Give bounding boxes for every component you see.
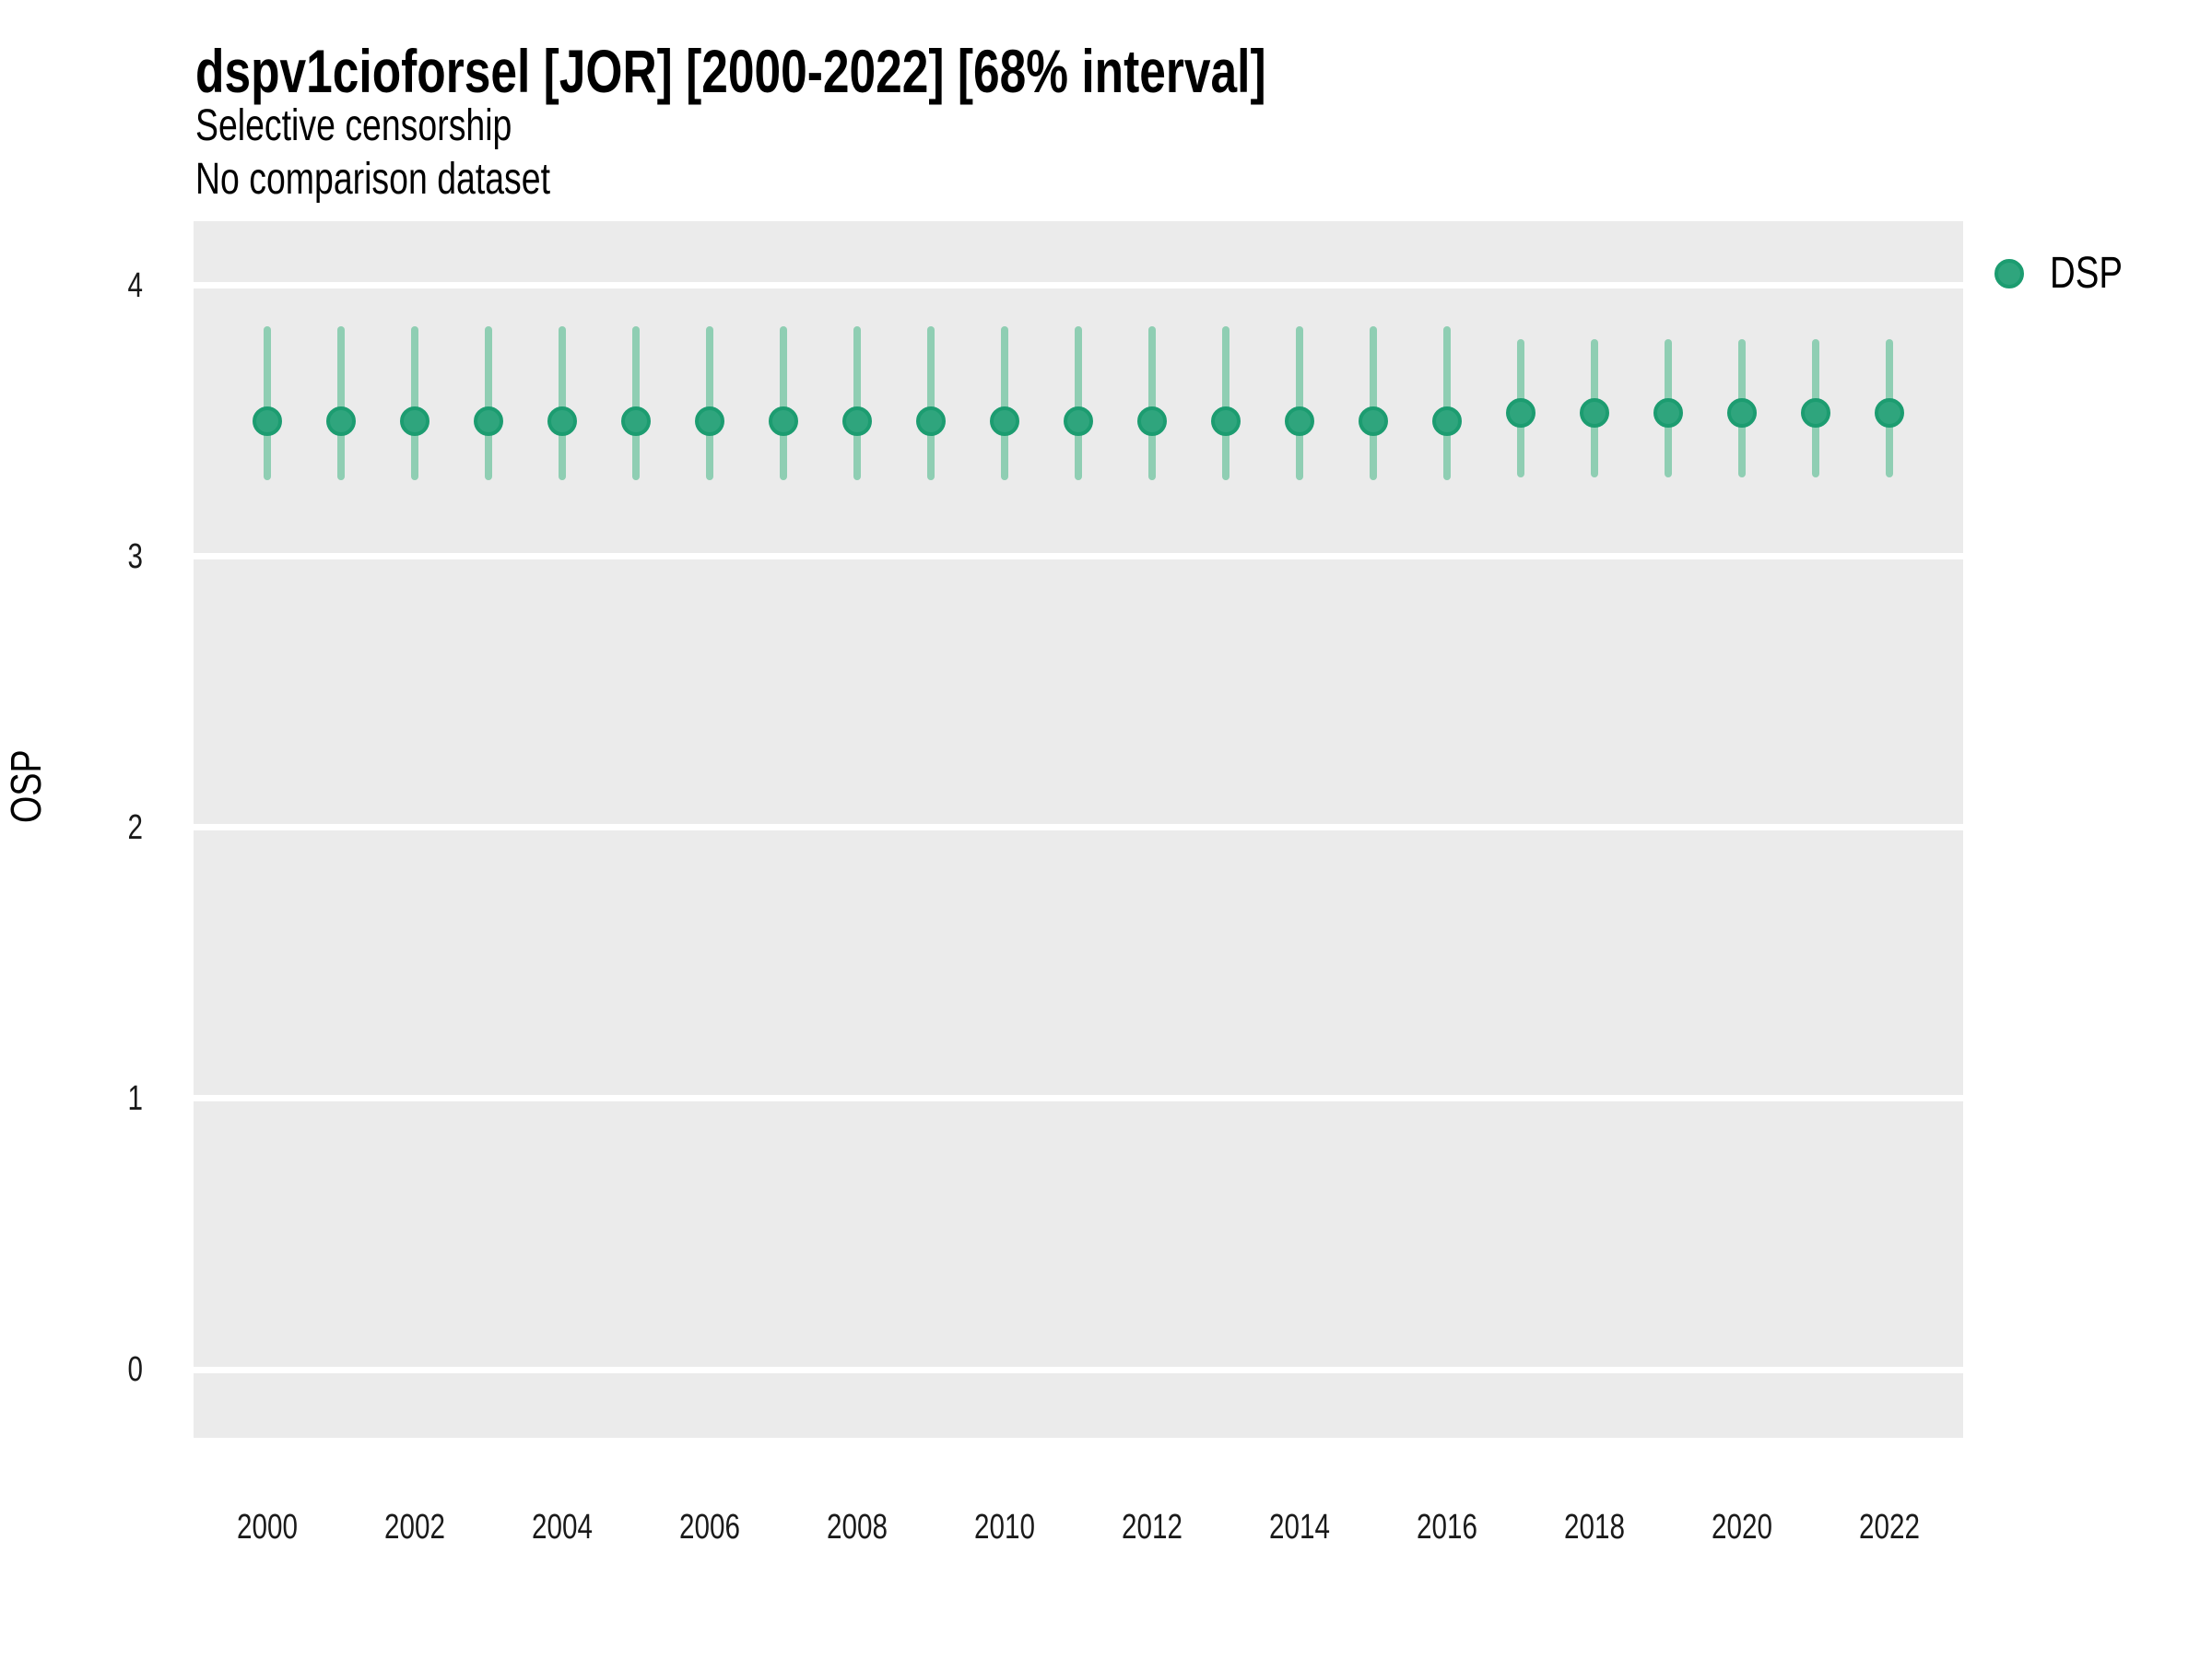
data-point-2022 (1875, 397, 1904, 428)
x-tick-label-2008: 2008 (827, 1508, 888, 1547)
data-point-2015 (1359, 406, 1388, 436)
data-point-2001 (326, 406, 356, 436)
interval-bar-2011 (1075, 325, 1082, 481)
interval-bar-2016 (1443, 325, 1451, 481)
data-point-2012 (1137, 406, 1167, 436)
interval-bar-2013 (1222, 325, 1230, 481)
gridline-y-0 (194, 1366, 1963, 1373)
x-tick-label-2022: 2022 (1859, 1508, 1920, 1547)
data-point-2014 (1285, 406, 1314, 436)
y-tick-label-3: 3 (127, 536, 143, 576)
interval-bar-2002 (411, 325, 418, 481)
chart-subtitle-line1: Selective censorship (195, 101, 512, 150)
interval-bar-2007 (780, 325, 787, 481)
data-point-2003 (474, 406, 503, 436)
x-tick-label-2016: 2016 (1417, 1508, 1477, 1547)
data-point-2002 (400, 406, 429, 436)
y-tick-label-4: 4 (127, 265, 143, 305)
x-tick-label-2010: 2010 (974, 1508, 1035, 1547)
data-point-2004 (547, 406, 577, 436)
x-tick-label-2000: 2000 (237, 1508, 298, 1547)
x-tick-label-2014: 2014 (1269, 1508, 1330, 1547)
data-point-2016 (1432, 406, 1462, 436)
gridline-y-2 (194, 824, 1963, 831)
data-point-2007 (769, 406, 798, 436)
data-point-2020 (1727, 397, 1757, 428)
y-tick-label-1: 1 (127, 1078, 143, 1118)
data-point-2013 (1211, 406, 1241, 436)
x-tick-label-2020: 2020 (1712, 1508, 1772, 1547)
interval-bar-2006 (706, 325, 713, 481)
x-tick-label-2018: 2018 (1564, 1508, 1625, 1547)
x-tick-label-2006: 2006 (679, 1508, 740, 1547)
plot-panel (194, 221, 1963, 1438)
legend-key-dot (1994, 259, 2024, 288)
x-tick-label-2004: 2004 (532, 1508, 593, 1547)
data-point-2005 (621, 406, 651, 436)
interval-bar-2015 (1370, 325, 1377, 481)
interval-bar-2014 (1296, 325, 1303, 481)
data-point-2008 (842, 406, 872, 436)
data-point-2010 (990, 406, 1019, 436)
y-tick-label-2: 2 (127, 807, 143, 847)
y-tick-label-0: 0 (127, 1350, 143, 1389)
gridline-y-1 (194, 1095, 1963, 1102)
x-tick-label-2002: 2002 (384, 1508, 445, 1547)
y-axis-title: OSP (2, 749, 50, 823)
interval-bar-2009 (927, 325, 935, 481)
data-point-2006 (695, 406, 724, 436)
interval-bar-2005 (632, 325, 640, 481)
gridline-y-3 (194, 553, 1963, 560)
interval-bar-2003 (485, 325, 492, 481)
data-point-2000 (253, 406, 282, 436)
legend-label: DSP (2050, 249, 2123, 298)
data-point-2019 (1653, 397, 1683, 428)
data-point-2009 (916, 406, 946, 436)
data-point-2011 (1064, 406, 1093, 436)
interval-bar-2008 (853, 325, 861, 481)
interval-bar-2001 (337, 325, 345, 481)
chart-title: dspv1cioforsel [JOR] [2000-2022] [68% in… (195, 37, 1266, 105)
data-point-2021 (1801, 397, 1830, 428)
data-point-2017 (1506, 397, 1535, 428)
interval-bar-2010 (1001, 325, 1008, 481)
interval-bar-2000 (264, 325, 271, 481)
interval-bar-2004 (559, 325, 566, 481)
x-tick-label-2012: 2012 (1122, 1508, 1182, 1547)
data-point-2018 (1580, 397, 1609, 428)
interval-bar-2012 (1148, 325, 1156, 481)
gridline-y-4 (194, 282, 1963, 289)
chart-subtitle-line2: No comparison dataset (195, 155, 551, 204)
